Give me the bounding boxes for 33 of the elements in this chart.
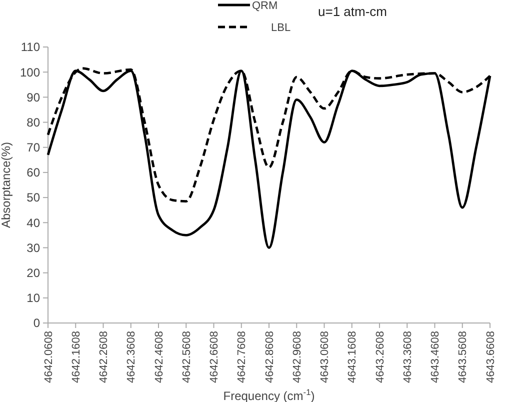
y-tick-label: 0 — [33, 316, 40, 330]
x-tick-label: 4643.2608 — [374, 331, 386, 383]
x-tick-label: 4643.6608 — [484, 331, 497, 383]
y-tick-label: 50 — [26, 190, 40, 205]
y-tick-label: 110 — [20, 40, 40, 54]
y-tick-label: 70 — [26, 140, 40, 155]
x-tick-label: 4642.7608 — [236, 331, 248, 383]
x-tick-label: 4642.2608 — [98, 331, 110, 383]
x-tick-label: 4642.8608 — [264, 331, 276, 383]
y-axis-title: Absorptance(%) — [0, 142, 13, 228]
y-tick-label: 80 — [26, 115, 40, 130]
x-tick-label: 4642.5608 — [180, 331, 193, 383]
x-tick-label: 4643.4608 — [430, 331, 442, 383]
y-tick-label: 100 — [20, 65, 40, 80]
x-tick-label: 4642.0608 — [42, 331, 55, 383]
legend-label: LBL — [271, 22, 291, 34]
x-tick-label: 4643.5608 — [457, 331, 470, 383]
y-tick-label: 30 — [26, 240, 40, 255]
x-tick-label: 4643.3608 — [402, 331, 414, 383]
y-tick-label: 20 — [26, 266, 40, 280]
y-tick-label: 40 — [26, 216, 40, 230]
x-tick-label: 4642.3608 — [126, 331, 138, 383]
y-tick-label: 90 — [26, 90, 40, 104]
legend-label: QRM — [252, 0, 278, 12]
y-tick-label: 60 — [26, 166, 40, 180]
text: u=1 atm-cm — [318, 4, 387, 19]
x-tick-label: 4643.0608 — [319, 331, 332, 383]
x-tick-label: 4642.9608 — [291, 331, 304, 383]
y-tick-label: 10 — [26, 291, 40, 306]
x-tick-label: 4642.6608 — [208, 331, 221, 383]
x-tick-label: 4642.4608 — [153, 331, 166, 383]
x-tick-label: 4643.1608 — [346, 331, 359, 383]
x-tick-label: 4642.1608 — [70, 331, 82, 383]
